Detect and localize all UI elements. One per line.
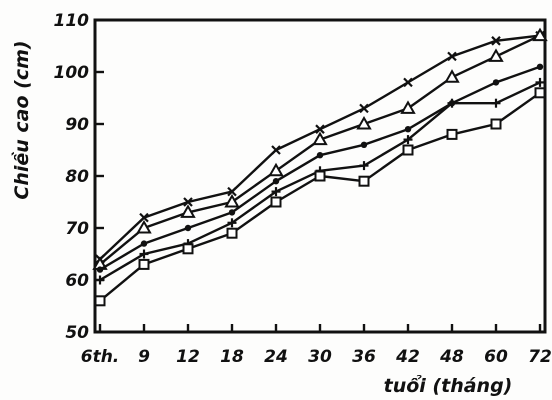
data-point-square (534, 87, 546, 99)
data-point-square (270, 196, 282, 208)
data-point-dot (404, 126, 412, 133)
data-point-triangle (488, 48, 504, 62)
data-point-x (183, 197, 193, 207)
data-point-x (491, 36, 501, 46)
x-tick-label: 36 (352, 347, 376, 367)
data-point-cross (139, 249, 149, 259)
series-line-square (99, 91, 541, 302)
data-point-dot (272, 178, 280, 185)
data-point-x (227, 186, 237, 197)
data-point-triangle (224, 193, 240, 208)
data-point-x (139, 212, 149, 223)
data-point-dot (184, 224, 192, 232)
data-point-cross (447, 98, 457, 108)
data-point-square (138, 258, 150, 270)
series-x (95, 30, 545, 264)
y-tick-label: 100 (54, 63, 90, 83)
data-point-dot (228, 209, 236, 216)
y-tick-label: 90 (65, 115, 89, 135)
data-point-cross (535, 77, 545, 87)
x-tick-label: 9 (138, 347, 150, 367)
x-tick-label: 18 (220, 347, 244, 367)
x-tick-label: 12 (176, 347, 200, 367)
data-point-triangle (136, 219, 152, 234)
data-point-triangle (400, 100, 416, 114)
data-point-x (447, 51, 457, 62)
data-point-square (358, 175, 370, 187)
y-tick-label: 70 (65, 219, 89, 239)
data-point-square (402, 144, 414, 156)
series-line-triangle (99, 34, 541, 266)
y-tick-label: 50 (65, 323, 89, 343)
data-point-triangle (268, 162, 284, 177)
series-line-x (99, 34, 541, 261)
data-point-triangle (180, 204, 196, 218)
data-point-square (314, 170, 326, 182)
x-tick-label: 42 (395, 347, 420, 367)
data-point-cross (227, 218, 237, 228)
data-point-square (446, 128, 458, 140)
data-point-triangle (312, 131, 328, 146)
data-point-dot (360, 141, 368, 148)
y-tick-label: 60 (65, 271, 89, 291)
y-axis-ticks: 50 60 70 80 90 100 110 (54, 11, 104, 343)
data-point-dot (316, 152, 324, 159)
data-point-cross (359, 161, 369, 171)
x-tick-label: 6th. (81, 347, 120, 367)
data-point-square (94, 295, 106, 307)
series-triangle (92, 27, 548, 270)
data-point-triangle (532, 27, 548, 42)
data-point-x (403, 77, 413, 88)
data-point-cross (403, 135, 413, 145)
data-point-x (315, 124, 325, 134)
y-tick-label: 80 (65, 167, 89, 187)
x-axis-label: tuổi (tháng) (384, 374, 513, 397)
data-point-cross (491, 98, 501, 108)
data-point-triangle (444, 69, 460, 83)
data-point-cross (271, 187, 281, 197)
series-group (92, 27, 548, 307)
data-point-x (271, 145, 281, 155)
x-tick-label: 72 (528, 347, 552, 367)
data-point-dot (96, 266, 104, 273)
x-tick-label: 60 (484, 347, 508, 367)
data-point-triangle (356, 115, 372, 130)
series-square (94, 87, 546, 307)
data-point-square (182, 243, 194, 255)
data-point-dot (492, 79, 500, 86)
y-tick-label: 110 (54, 11, 90, 31)
data-point-square (490, 118, 502, 130)
x-axis-ticks: 6th. 9 12 18 24 30 36 42 48 60 72 (81, 324, 552, 367)
data-point-cross (95, 275, 105, 285)
data-point-dot (140, 240, 148, 247)
y-axis-label: Chiều cao (cm) (10, 40, 33, 199)
data-point-square (226, 227, 238, 239)
data-point-dot (536, 63, 544, 70)
x-tick-label: 30 (308, 347, 332, 367)
series-dot (96, 63, 544, 273)
data-point-x (359, 103, 369, 114)
x-tick-label: 48 (439, 347, 464, 367)
x-tick-label: 24 (264, 347, 288, 367)
